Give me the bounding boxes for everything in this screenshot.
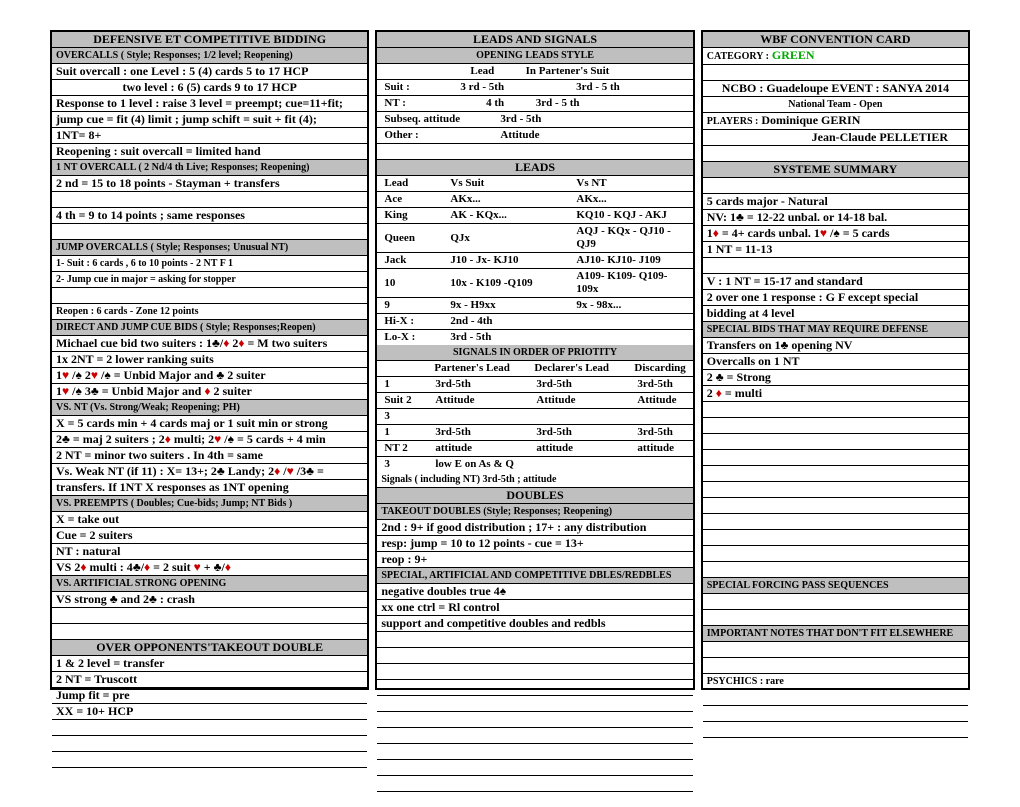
col-wbf: WBF CONVENTION CARD CATEGORY : GREEN NCB… xyxy=(701,30,970,690)
col-defensive: DEFENSIVE ET COMPETITIVE BIDDING OVERCAL… xyxy=(50,30,369,690)
col-leads: LEADS AND SIGNALS OPENING LEADS STYLE Le… xyxy=(375,30,694,690)
hdr-defensive: DEFENSIVE ET COMPETITIVE BIDDING xyxy=(52,32,367,48)
